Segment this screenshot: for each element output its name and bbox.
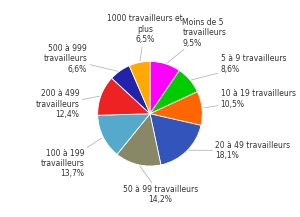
Text: 50 à 99 travailleurs
14,2%: 50 à 99 travailleurs 14,2%	[123, 166, 198, 204]
Text: 200 à 499
travailleurs
12,4%: 200 à 499 travailleurs 12,4%	[35, 89, 99, 119]
Wedge shape	[150, 114, 201, 165]
Wedge shape	[98, 78, 150, 115]
Text: 5 à 9 travailleurs
8,6%: 5 à 9 travailleurs 8,6%	[192, 54, 286, 80]
Text: 20 à 49 travailleurs
18,1%: 20 à 49 travailleurs 18,1%	[189, 141, 290, 160]
Wedge shape	[112, 66, 150, 114]
Wedge shape	[129, 61, 150, 114]
Wedge shape	[150, 61, 179, 114]
Text: 100 à 199
travailleurs
13,7%: 100 à 199 travailleurs 13,7%	[41, 138, 102, 178]
Wedge shape	[98, 114, 150, 154]
Text: 10 à 19 travailleurs
10,5%: 10 à 19 travailleurs 10,5%	[204, 89, 296, 109]
Wedge shape	[117, 114, 161, 166]
Text: 1000 travailleurs et
plus
6,5%: 1000 travailleurs et plus 6,5%	[107, 14, 183, 61]
Text: 500 à 999
travailleurs
6,6%: 500 à 999 travailleurs 6,6%	[44, 44, 118, 74]
Wedge shape	[150, 71, 197, 114]
Text: Moins de 5
travailleurs
9,5%: Moins de 5 travailleurs 9,5%	[167, 18, 226, 63]
Wedge shape	[150, 92, 202, 125]
